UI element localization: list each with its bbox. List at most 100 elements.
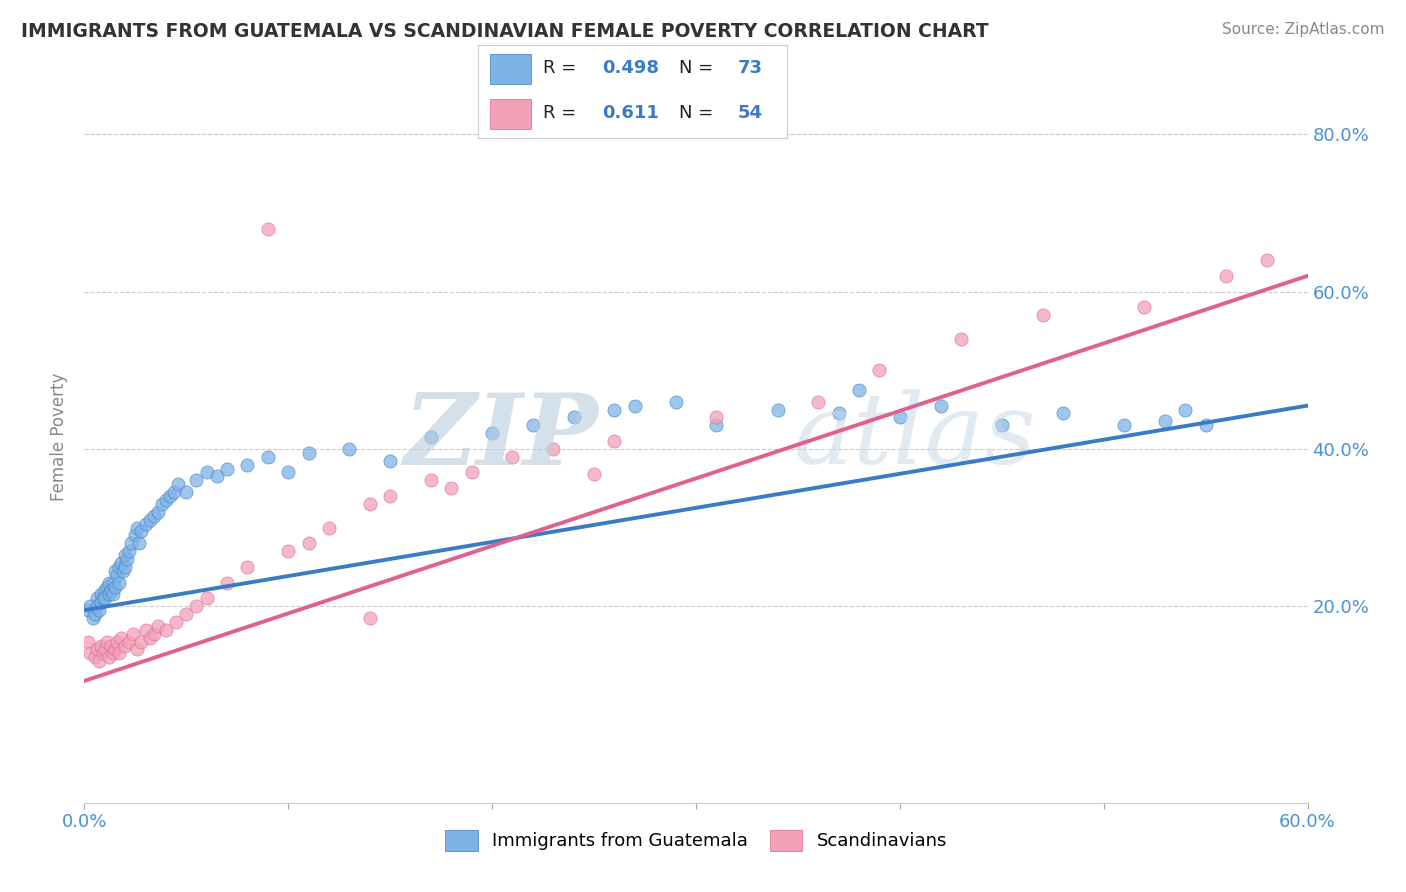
Point — [115, 552, 138, 566]
Point — [339, 442, 361, 456]
Point — [1133, 301, 1156, 315]
Point — [420, 473, 443, 487]
Point — [950, 332, 973, 346]
Text: IMMIGRANTS FROM GUATEMALA VS SCANDINAVIAN FEMALE POVERTY CORRELATION CHART: IMMIGRANTS FROM GUATEMALA VS SCANDINAVIA… — [21, 22, 988, 41]
Point — [1154, 414, 1177, 428]
Point — [1195, 418, 1218, 433]
Point — [461, 466, 484, 480]
Point — [1032, 308, 1054, 322]
Point — [236, 559, 259, 574]
Point — [1256, 253, 1278, 268]
Point — [603, 434, 626, 448]
Point — [108, 646, 131, 660]
Point — [87, 654, 110, 668]
Point — [108, 575, 131, 590]
Point — [257, 221, 280, 235]
Point — [359, 497, 381, 511]
Point — [848, 383, 870, 397]
Text: Source: ZipAtlas.com: Source: ZipAtlas.com — [1222, 22, 1385, 37]
Point — [127, 520, 149, 534]
Point — [86, 642, 108, 657]
Point — [79, 599, 101, 614]
Point — [257, 450, 280, 464]
Point — [131, 634, 153, 648]
Text: 54: 54 — [738, 104, 763, 122]
Point — [114, 559, 136, 574]
Point — [110, 631, 132, 645]
Point — [101, 646, 124, 660]
Point — [889, 410, 911, 425]
Point — [120, 536, 142, 550]
Point — [104, 580, 127, 594]
Point — [1174, 402, 1197, 417]
Point — [114, 548, 136, 562]
Point — [96, 634, 118, 648]
Point — [104, 564, 127, 578]
Point — [91, 646, 114, 660]
Point — [110, 556, 132, 570]
Point — [82, 611, 104, 625]
Point — [91, 591, 114, 606]
Point — [122, 626, 145, 640]
Point — [86, 591, 108, 606]
Text: R =: R = — [543, 59, 582, 77]
Text: N =: N = — [679, 104, 718, 122]
Point — [93, 591, 115, 606]
Point — [100, 639, 122, 653]
Point — [929, 399, 952, 413]
Point — [101, 575, 124, 590]
Point — [665, 394, 688, 409]
Point — [114, 639, 136, 653]
Point — [105, 634, 128, 648]
Point — [105, 567, 128, 582]
Point — [155, 493, 177, 508]
Point — [205, 469, 228, 483]
Point — [155, 623, 177, 637]
Point — [583, 467, 606, 481]
Point — [101, 587, 124, 601]
Point — [100, 583, 122, 598]
Point — [77, 603, 100, 617]
Point — [828, 407, 851, 421]
Point — [807, 394, 830, 409]
Point — [124, 528, 146, 542]
Point — [142, 626, 165, 640]
Point — [146, 505, 169, 519]
Point — [77, 634, 100, 648]
Point — [97, 650, 120, 665]
Point — [624, 399, 647, 413]
Point — [1052, 407, 1074, 421]
Text: 0.611: 0.611 — [602, 104, 658, 122]
Text: atlas: atlas — [794, 390, 1036, 484]
Point — [118, 634, 141, 648]
Point — [128, 536, 150, 550]
Point — [766, 402, 789, 417]
Point — [1114, 418, 1136, 433]
Point — [127, 642, 149, 657]
Point — [481, 426, 503, 441]
Point — [90, 587, 112, 601]
Point — [298, 536, 321, 550]
Text: R =: R = — [543, 104, 588, 122]
Point — [380, 453, 402, 467]
Point — [104, 642, 127, 657]
Point — [236, 458, 259, 472]
Legend: Immigrants from Guatemala, Scandinavians: Immigrants from Guatemala, Scandinavians — [436, 821, 956, 860]
Point — [277, 544, 299, 558]
Point — [706, 418, 728, 433]
Point — [167, 477, 190, 491]
Point — [277, 466, 299, 480]
Point — [991, 418, 1014, 433]
Point — [96, 580, 118, 594]
Point — [869, 363, 891, 377]
Point — [86, 599, 108, 614]
Point — [420, 430, 443, 444]
Point — [142, 508, 165, 523]
Point — [138, 631, 160, 645]
Point — [380, 489, 402, 503]
Text: 0.498: 0.498 — [602, 59, 659, 77]
Y-axis label: Female Poverty: Female Poverty — [51, 373, 69, 501]
Text: 73: 73 — [738, 59, 763, 77]
Point — [93, 583, 115, 598]
Point — [138, 513, 160, 527]
